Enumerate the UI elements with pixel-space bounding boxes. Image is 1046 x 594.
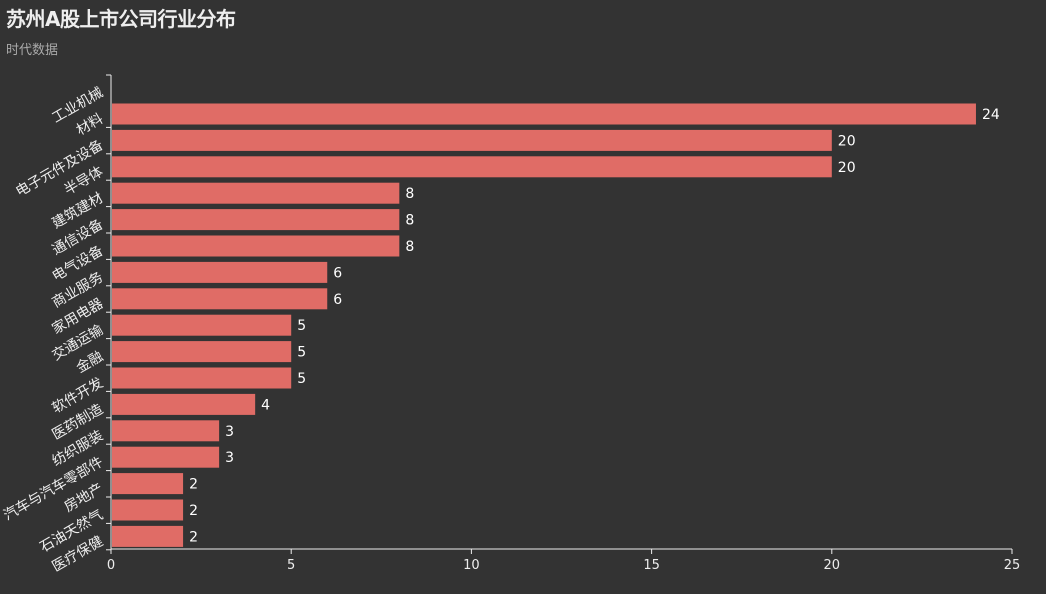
bar [112, 156, 832, 178]
bar [112, 367, 292, 389]
bar-value-label: 3 [225, 424, 234, 440]
category-label: 材料 [74, 111, 106, 139]
bar [112, 261, 328, 283]
chart-subtitle: 时代数据 [6, 43, 59, 58]
bar [112, 525, 184, 547]
bar-value-label: 8 [405, 186, 414, 202]
bar-value-label: 8 [405, 239, 414, 255]
bar [112, 420, 220, 442]
bar-value-label: 6 [333, 265, 342, 281]
bar-value-label: 3 [225, 450, 234, 466]
bar-value-label: 8 [405, 213, 414, 229]
bar [112, 314, 292, 336]
bar-value-label: 2 [189, 529, 198, 545]
bar-value-label: 5 [297, 345, 306, 361]
bar [112, 473, 184, 495]
bar-value-label: 24 [982, 107, 1000, 123]
x-tick-label: 25 [1004, 558, 1021, 573]
bar [112, 446, 220, 468]
bar-value-label: 6 [333, 292, 342, 308]
bar-value-label: 20 [838, 160, 856, 176]
bar [112, 103, 976, 125]
bar [112, 288, 328, 310]
bar [112, 393, 256, 415]
bar-value-label: 5 [297, 371, 306, 387]
bar-value-label: 4 [261, 397, 270, 413]
bar-value-label: 2 [189, 477, 198, 493]
bar-value-label: 20 [838, 133, 856, 149]
bar-value-label: 5 [297, 318, 306, 334]
x-tick-label: 15 [643, 558, 660, 573]
bar [112, 209, 400, 231]
bar [112, 182, 400, 204]
bar [112, 499, 184, 521]
chart-title: 苏州A股上市公司行业分布 [6, 7, 236, 31]
category-label: 金融 [74, 349, 106, 377]
bar [112, 341, 292, 363]
bar [112, 235, 400, 257]
x-tick-label: 0 [107, 558, 115, 573]
x-tick-label: 10 [463, 558, 480, 573]
bar-value-label: 2 [189, 503, 198, 519]
x-tick-label: 5 [287, 558, 295, 573]
bar [112, 129, 832, 151]
x-tick-label: 20 [824, 558, 841, 573]
